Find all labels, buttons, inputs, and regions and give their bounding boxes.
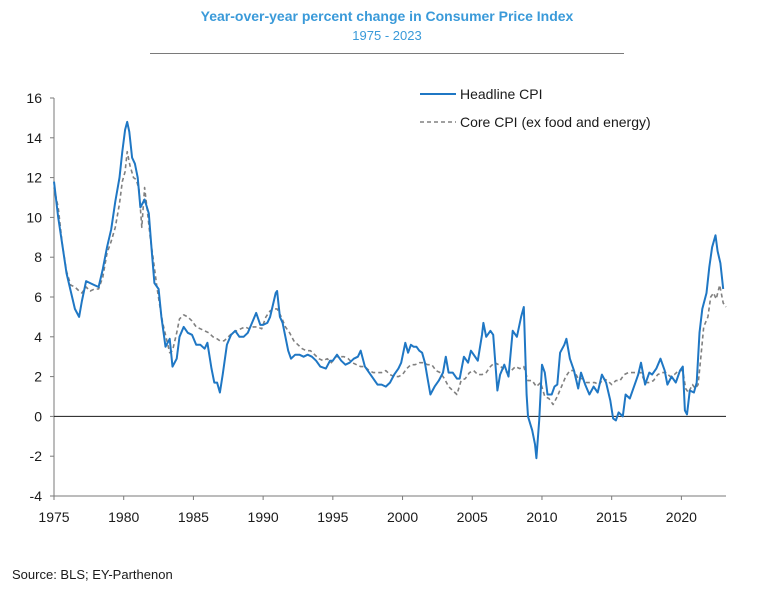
y-tick-label: 4 bbox=[34, 329, 42, 345]
x-tick-label: 1990 bbox=[248, 509, 279, 525]
x-tick-label: 1985 bbox=[178, 509, 209, 525]
y-tick-label: 2 bbox=[34, 369, 42, 385]
x-tick-label: 1995 bbox=[317, 509, 348, 525]
headline-cpi-line bbox=[53, 120, 725, 460]
chart-subtitle: 1975 - 2023 bbox=[352, 28, 422, 43]
y-tick-label: 0 bbox=[34, 408, 42, 424]
x-tick-label: 2020 bbox=[666, 509, 697, 525]
core-cpi-line bbox=[53, 150, 727, 406]
x-tick-label: 1980 bbox=[108, 509, 139, 525]
title-block: Year-over-year percent change in Consume… bbox=[150, 4, 624, 43]
x-tick-label: 1975 bbox=[38, 509, 69, 525]
legend-label: Headline CPI bbox=[460, 86, 543, 102]
y-tick-label: 10 bbox=[26, 209, 42, 225]
x-tick-label: 2010 bbox=[526, 509, 557, 525]
x-tick-label: 2015 bbox=[596, 509, 627, 525]
source-note: Source: BLS; EY-Parthenon bbox=[12, 567, 173, 582]
chart-axes: -4 -2 0 2 4 6 8 10 12 14 16 1975 1980 1985 1990 1995 200… bbox=[26, 90, 726, 525]
series-layer bbox=[53, 120, 727, 460]
x-tick-label: 2005 bbox=[457, 509, 488, 525]
y-tick-label: -4 bbox=[30, 488, 43, 504]
y-tick-label: 8 bbox=[34, 249, 42, 265]
y-tick-label: 12 bbox=[26, 170, 42, 186]
y-tick-label: 6 bbox=[34, 289, 42, 305]
y-tick-label: -2 bbox=[30, 448, 43, 464]
y-tick-label: 16 bbox=[26, 90, 42, 106]
chart-legend: Headline CPI Core CPI (ex food and energy… bbox=[420, 86, 651, 130]
y-tick-label: 14 bbox=[26, 130, 42, 146]
legend-label: Core CPI (ex food and energy) bbox=[460, 114, 651, 130]
x-tick-label: 2000 bbox=[387, 509, 418, 525]
title-divider bbox=[150, 53, 624, 54]
chart-title: Year-over-year percent change in Consume… bbox=[200, 8, 574, 24]
